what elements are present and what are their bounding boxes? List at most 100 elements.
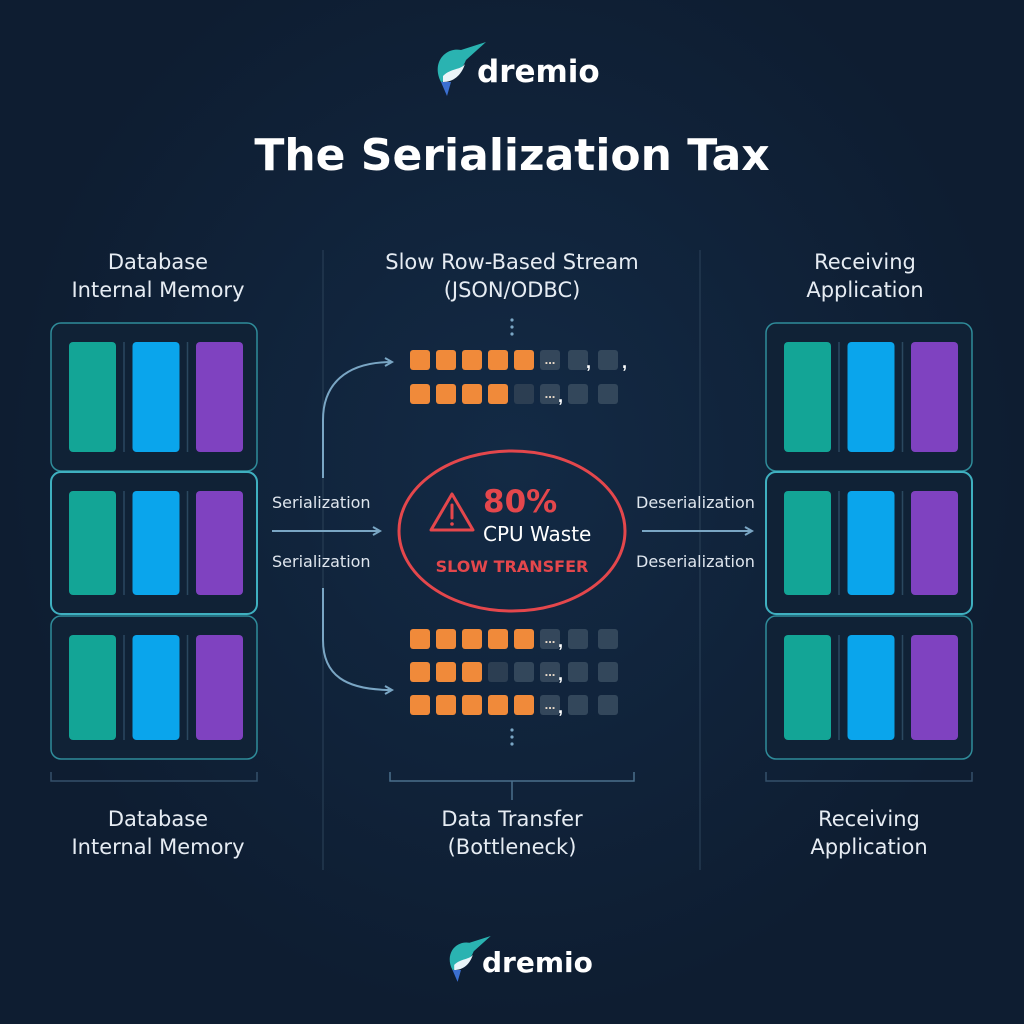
- continuation-dot: [510, 325, 514, 329]
- bracket-left: [50, 772, 258, 782]
- filled-cell: [514, 350, 534, 370]
- empty-cell: [568, 695, 588, 715]
- right-bottom-label-2: Application: [810, 835, 927, 859]
- warning-triangle-icon: [429, 492, 475, 532]
- column-bar: [847, 635, 895, 740]
- alert-ellipse: [397, 449, 627, 613]
- column-bar: [784, 342, 831, 452]
- empty-cell: [568, 384, 588, 404]
- arrow-down-curve: [322, 588, 392, 690]
- filled-cell: [488, 629, 508, 649]
- narwhal-icon: [437, 42, 486, 96]
- placeholder-cell: [540, 629, 560, 649]
- logo-text: dremio: [482, 946, 593, 979]
- logo-bottom: dremio: [449, 936, 593, 982]
- filled-cell: [410, 695, 430, 715]
- filled-cell: [436, 629, 456, 649]
- column-bar: [132, 491, 180, 595]
- comma-separator: ,: [558, 386, 563, 406]
- placeholder-cell: [540, 662, 560, 682]
- column-bar: [784, 635, 831, 740]
- ellipsis-text: ...: [545, 697, 556, 712]
- filled-cell: [436, 350, 456, 370]
- ellipsis-text: ...: [545, 631, 556, 646]
- filled-cell: [514, 629, 534, 649]
- left-bottom-label-1: Database: [108, 807, 208, 831]
- placeholder-cell: [540, 350, 560, 370]
- narwhal-icon: [449, 936, 491, 982]
- serialization-label-1: Serialization: [272, 493, 371, 512]
- right-bottom-label-1: Receiving: [818, 807, 920, 831]
- stream-row: ...,: [410, 384, 618, 406]
- page-title: The Serialization Tax: [254, 130, 769, 181]
- column-bar: [132, 342, 180, 452]
- slow-transfer-label: SLOW TRANSFER: [436, 557, 589, 576]
- empty-cell: [598, 384, 618, 404]
- column-bar: [69, 491, 116, 595]
- filled-cell: [488, 384, 508, 404]
- empty-cell: [514, 662, 534, 682]
- filled-cell: [436, 662, 456, 682]
- right-top-label-1: Receiving: [814, 250, 916, 274]
- middle-top-label-2: (JSON/ODBC): [444, 278, 581, 302]
- stream-row: ...,: [410, 695, 618, 717]
- empty-cell: [514, 384, 534, 404]
- column-bar: [847, 491, 895, 595]
- empty-cell: [598, 695, 618, 715]
- middle-bottom-label-1: Data Transfer: [441, 807, 583, 831]
- filled-cell: [514, 695, 534, 715]
- filled-cell: [462, 662, 482, 682]
- continuation-dot: [510, 318, 514, 322]
- logo-text: dremio: [477, 54, 600, 90]
- arrow-up-curve: [322, 362, 392, 478]
- placeholder-cell: [540, 695, 560, 715]
- ellipsis-text: ...: [545, 664, 556, 679]
- logo-top: dremio: [437, 42, 600, 96]
- comma-separator: ,: [586, 352, 591, 372]
- ellipsis-text: ...: [545, 352, 556, 367]
- left-top-label-2: Internal Memory: [71, 278, 244, 302]
- filled-cell: [462, 350, 482, 370]
- placeholder-cell: [540, 384, 560, 404]
- bracket-right: [765, 772, 973, 782]
- continuation-dot: [510, 332, 514, 336]
- stream-row: ...,: [410, 629, 618, 651]
- column-bar: [847, 342, 895, 452]
- filled-cell: [410, 629, 430, 649]
- comma-separator: ,: [558, 697, 563, 717]
- serialization-label-2: Serialization: [272, 552, 371, 571]
- comma-separator: ,: [622, 352, 627, 372]
- continuation-dot: [510, 735, 514, 739]
- filled-cell: [436, 695, 456, 715]
- left-top-label-1: Database: [108, 250, 208, 274]
- right-memory-stack: [765, 322, 973, 760]
- filled-cell: [410, 350, 430, 370]
- column-bar: [911, 342, 958, 452]
- empty-cell: [568, 629, 588, 649]
- deserialization-label-2: Deserialization: [636, 552, 755, 571]
- stream-row: ...,,: [410, 350, 627, 372]
- filled-cell: [462, 384, 482, 404]
- comma-separator: ,: [558, 631, 563, 651]
- column-bar: [196, 635, 243, 740]
- filled-cell: [462, 695, 482, 715]
- middle-top-label-1: Slow Row-Based Stream: [385, 250, 639, 274]
- cpu-waste-callout: 80% CPU Waste SLOW TRANSFER: [397, 449, 627, 613]
- middle-bottom-label-2: (Bottleneck): [448, 835, 577, 859]
- filled-cell: [410, 384, 430, 404]
- filled-cell: [462, 629, 482, 649]
- empty-cell: [568, 662, 588, 682]
- empty-cell: [598, 662, 618, 682]
- column-bar: [69, 635, 116, 740]
- filled-cell: [488, 350, 508, 370]
- continuation-dot: [510, 742, 514, 746]
- stream-row: ...,: [410, 662, 618, 684]
- empty-cell: [488, 662, 508, 682]
- filled-cell: [436, 384, 456, 404]
- ellipsis-text: ...: [545, 386, 556, 401]
- cpu-waste-label: CPU Waste: [483, 522, 591, 546]
- column-bar: [132, 635, 180, 740]
- continuation-dot: [510, 728, 514, 732]
